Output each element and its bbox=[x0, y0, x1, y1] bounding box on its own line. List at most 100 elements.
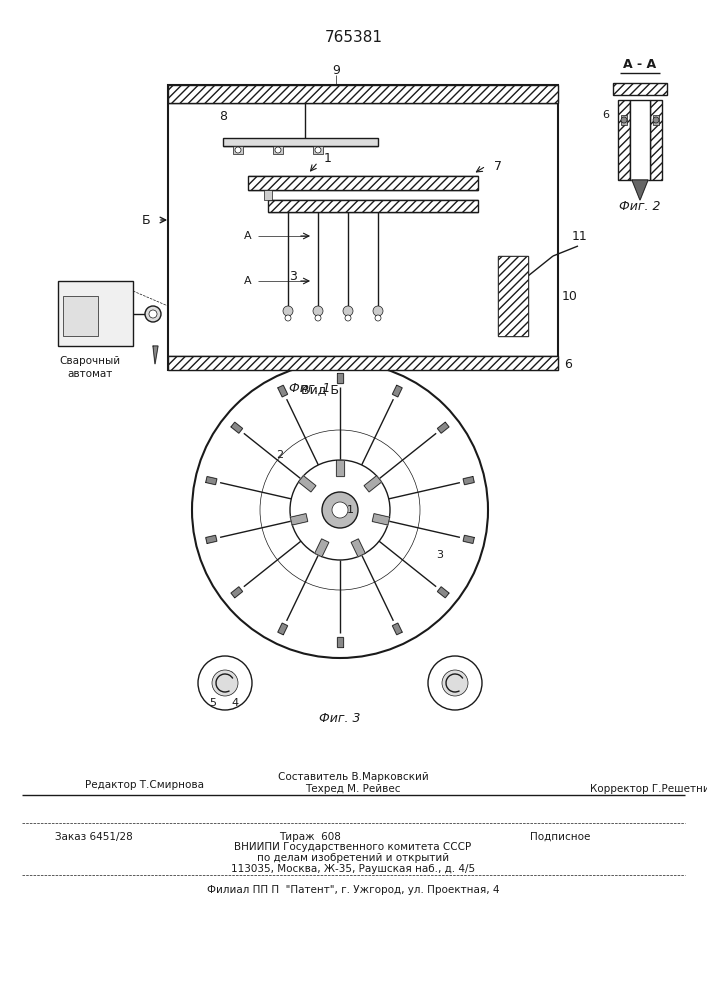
Text: Редактор Т.Смирнова: Редактор Т.Смирнова bbox=[85, 780, 204, 790]
Polygon shape bbox=[231, 422, 243, 433]
Polygon shape bbox=[298, 476, 316, 492]
Text: А: А bbox=[244, 276, 252, 286]
Bar bbox=[630, 100, 650, 180]
Bar bbox=[63, 296, 98, 336]
Polygon shape bbox=[373, 514, 390, 525]
Circle shape bbox=[442, 670, 468, 696]
Text: 11: 11 bbox=[572, 230, 588, 242]
Bar bbox=[248, 176, 478, 190]
Bar bbox=[613, 83, 667, 95]
Polygon shape bbox=[206, 535, 217, 543]
Polygon shape bbox=[278, 385, 288, 397]
Text: Сварочный: Сварочный bbox=[59, 356, 121, 366]
Bar bbox=[168, 356, 558, 370]
Bar bbox=[650, 100, 662, 180]
Polygon shape bbox=[278, 623, 288, 635]
Bar bbox=[58, 281, 133, 346]
Circle shape bbox=[322, 492, 358, 528]
Bar bbox=[168, 85, 558, 370]
Bar bbox=[273, 146, 283, 154]
Text: 9: 9 bbox=[332, 64, 340, 77]
Polygon shape bbox=[337, 637, 343, 647]
Polygon shape bbox=[153, 346, 158, 364]
Polygon shape bbox=[364, 476, 382, 492]
Circle shape bbox=[285, 315, 291, 321]
Circle shape bbox=[315, 147, 321, 153]
Text: Корректор Г.Решетник: Корректор Г.Решетник bbox=[590, 784, 707, 794]
Text: 8: 8 bbox=[219, 109, 227, 122]
Text: 1: 1 bbox=[346, 505, 354, 515]
Polygon shape bbox=[315, 539, 329, 557]
Text: 3: 3 bbox=[289, 269, 297, 282]
Polygon shape bbox=[291, 514, 308, 525]
Text: 3: 3 bbox=[436, 550, 443, 560]
Text: Фиг. 1: Фиг. 1 bbox=[289, 381, 331, 394]
Text: Филиал ПП П  "Патент", г. Ужгород, ул. Проектная, 4: Филиал ПП П "Патент", г. Ужгород, ул. Пр… bbox=[206, 885, 499, 895]
Circle shape bbox=[373, 306, 383, 316]
Text: ВНИИПИ Государственного комитета СССР: ВНИИПИ Государственного комитета СССР bbox=[235, 842, 472, 852]
Circle shape bbox=[343, 306, 353, 316]
Polygon shape bbox=[206, 477, 217, 485]
Circle shape bbox=[145, 306, 161, 322]
Text: А - А: А - А bbox=[624, 58, 657, 72]
Text: Б: Б bbox=[141, 214, 151, 227]
Text: 6: 6 bbox=[564, 358, 572, 370]
Bar bbox=[168, 85, 558, 103]
Text: 2: 2 bbox=[276, 450, 284, 460]
Bar bbox=[223, 138, 378, 146]
Circle shape bbox=[653, 117, 659, 123]
Polygon shape bbox=[463, 535, 474, 543]
Polygon shape bbox=[336, 460, 344, 476]
Bar bbox=[498, 256, 528, 336]
Circle shape bbox=[275, 147, 281, 153]
Bar bbox=[313, 146, 323, 154]
Text: Подписное: Подписное bbox=[530, 832, 590, 842]
Text: Фиг. 2: Фиг. 2 bbox=[619, 200, 661, 214]
Text: 765381: 765381 bbox=[325, 30, 383, 45]
Circle shape bbox=[428, 656, 482, 710]
Circle shape bbox=[235, 147, 241, 153]
Circle shape bbox=[283, 306, 293, 316]
Circle shape bbox=[149, 310, 157, 318]
Text: Заказ 6451/28: Заказ 6451/28 bbox=[55, 832, 133, 842]
Text: автомат: автомат bbox=[67, 369, 112, 379]
Bar bbox=[621, 115, 627, 125]
Circle shape bbox=[621, 117, 627, 123]
Polygon shape bbox=[392, 623, 402, 635]
Circle shape bbox=[345, 315, 351, 321]
Bar bbox=[233, 146, 243, 154]
Bar bbox=[264, 190, 272, 200]
Text: 10: 10 bbox=[562, 290, 578, 302]
Text: А: А bbox=[244, 231, 252, 241]
Polygon shape bbox=[231, 587, 243, 598]
Text: Техред М. Рейвес: Техред М. Рейвес bbox=[305, 784, 401, 794]
Text: Фиг. 3: Фиг. 3 bbox=[320, 712, 361, 724]
Text: Тираж  608: Тираж 608 bbox=[279, 832, 341, 842]
Bar bbox=[653, 115, 659, 125]
Circle shape bbox=[198, 656, 252, 710]
Circle shape bbox=[375, 315, 381, 321]
Text: Вид Б: Вид Б bbox=[301, 383, 339, 396]
Text: 4: 4 bbox=[231, 698, 238, 708]
Polygon shape bbox=[438, 422, 449, 433]
Polygon shape bbox=[337, 373, 343, 383]
Bar bbox=[618, 100, 630, 180]
Bar bbox=[268, 200, 478, 212]
Polygon shape bbox=[438, 587, 449, 598]
Text: 7: 7 bbox=[494, 159, 502, 172]
Text: 6: 6 bbox=[602, 110, 609, 120]
Text: по делам изобретений и открытий: по делам изобретений и открытий bbox=[257, 853, 449, 863]
Circle shape bbox=[332, 502, 348, 518]
Text: 5: 5 bbox=[209, 698, 216, 708]
Circle shape bbox=[313, 306, 323, 316]
Polygon shape bbox=[392, 385, 402, 397]
Text: 113035, Москва, Ж-35, Раушская наб., д. 4/5: 113035, Москва, Ж-35, Раушская наб., д. … bbox=[231, 864, 475, 874]
Polygon shape bbox=[463, 477, 474, 485]
Bar bbox=[498, 256, 528, 336]
Circle shape bbox=[192, 362, 488, 658]
Circle shape bbox=[315, 315, 321, 321]
Polygon shape bbox=[351, 539, 366, 557]
Polygon shape bbox=[632, 180, 648, 200]
Circle shape bbox=[212, 670, 238, 696]
Text: Составитель В.Марковский: Составитель В.Марковский bbox=[278, 772, 428, 782]
